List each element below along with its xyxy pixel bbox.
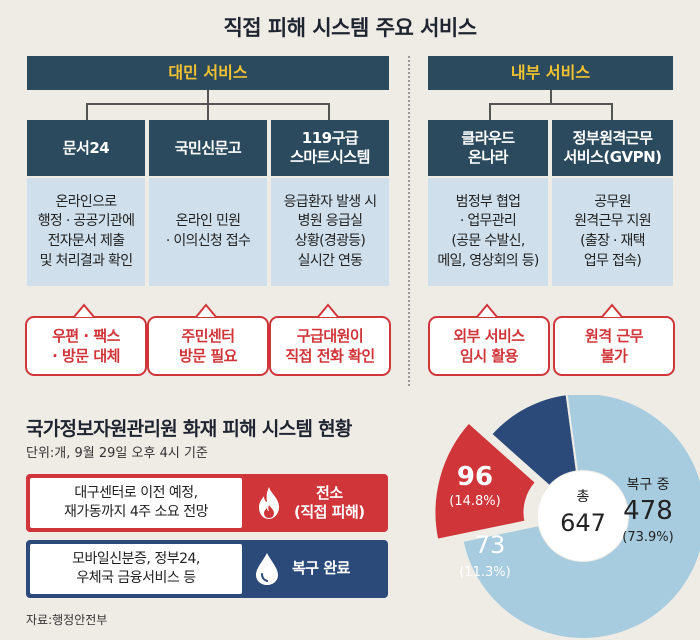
- water-drop-icon: [256, 553, 278, 585]
- status-box-destroyed: 대구센터로 이전 예정, 재가동까지 4주 소요 전망 전소 (직접 피해): [26, 474, 388, 532]
- slice-pct-restored: (11.3%): [459, 565, 510, 580]
- status-desc-destroyed: 대구센터로 이전 예정, 재가동까지 4주 소요 전망: [30, 478, 242, 528]
- service-name-sinmungo: 국민신문고: [149, 120, 267, 176]
- connector: [611, 103, 613, 120]
- pointer: [73, 303, 95, 318]
- service-issue-doc24: 우편 · 팩스 · 방문 대체: [25, 316, 147, 376]
- service-issue-gvpn: 원격 근무 불가: [553, 316, 675, 376]
- service-name-119: 119구급 스마트시스템: [271, 120, 389, 176]
- slice-pct-destroyed: (14.8%): [449, 494, 500, 509]
- section-divider: [408, 56, 410, 386]
- service-name-doc24: 문서24: [27, 120, 145, 176]
- total-value: 647: [560, 509, 606, 537]
- callout-pointers: [73, 303, 623, 318]
- category-internal-services: 내부 서비스: [428, 56, 673, 90]
- connector: [207, 90, 209, 104]
- slice-name-recovering: 복구 중: [626, 477, 669, 493]
- service-name-gvpn: 정부원격근무 서비스(GVPN): [552, 120, 673, 176]
- damage-donut-chart: 총 647 복구 중 478 (73.9%) 96 (14.8%) 73 (11…: [433, 395, 700, 640]
- fire-icon: [259, 487, 279, 519]
- slice-value-destroyed: 96: [457, 462, 493, 492]
- connector: [489, 103, 612, 105]
- connector: [86, 103, 88, 120]
- service-issue-119: 구급대원이 직접 전화 확인: [269, 316, 391, 376]
- page-title: 직접 피해 시스템 주요 서비스: [223, 16, 477, 40]
- pointer: [195, 303, 217, 318]
- status-label-destroyed: 전소 (직접 피해): [294, 483, 365, 522]
- source-note: 자료:행정안전부: [26, 613, 108, 627]
- category-civil-services: 대민 서비스: [27, 56, 389, 90]
- slice-value-recovering: 478: [623, 496, 673, 526]
- total-label: 총: [577, 489, 590, 505]
- service-desc-119: 응급환자 발생 시 병원 응급실 상황(경광등) 실시간 연동: [271, 178, 389, 286]
- status-desc-restored: 모바일신분증, 정부24, 우체국 금융서비스 등: [30, 544, 242, 594]
- pointer: [601, 303, 623, 318]
- connector: [489, 103, 491, 120]
- connector: [550, 90, 552, 104]
- service-desc-gvpn: 공무원 원격근무 지원 (출장 · 재택 업무 접속): [552, 178, 673, 286]
- unit-note: 단위:개, 9월 29일 오후 4시 기준: [26, 446, 208, 461]
- service-desc-doc24: 온라인으로 행정 · 공공기관에 전자문서 제출 및 처리결과 확인: [27, 178, 145, 286]
- slice-destroyed: [433, 421, 538, 541]
- status-title: 국가정보자원관리원 화재 피해 시스템 현황: [26, 418, 352, 440]
- donut-center: [538, 471, 628, 561]
- service-desc-onnara: 범정부 협업 · 업무관리 (공문 수발신, 메일, 영상회의 등): [428, 178, 548, 286]
- status-box-restored: 모바일신분증, 정부24, 우체국 금융서비스 등 복구 완료: [26, 540, 388, 598]
- slice-pct-recovering: (73.9%): [622, 530, 673, 545]
- slice-value-restored: 73: [475, 531, 506, 559]
- service-issue-sinmungo: 주민센터 방문 필요: [147, 316, 269, 376]
- service-desc-sinmungo: 온라인 민원 · 이의신청 접수: [149, 178, 267, 286]
- pointer: [317, 303, 339, 318]
- status-label-restored: 복구 완료: [292, 559, 350, 578]
- service-name-onnara: 클라우드 온나라: [428, 120, 548, 176]
- connector: [328, 103, 330, 120]
- connector: [207, 103, 209, 120]
- pointer: [476, 303, 498, 318]
